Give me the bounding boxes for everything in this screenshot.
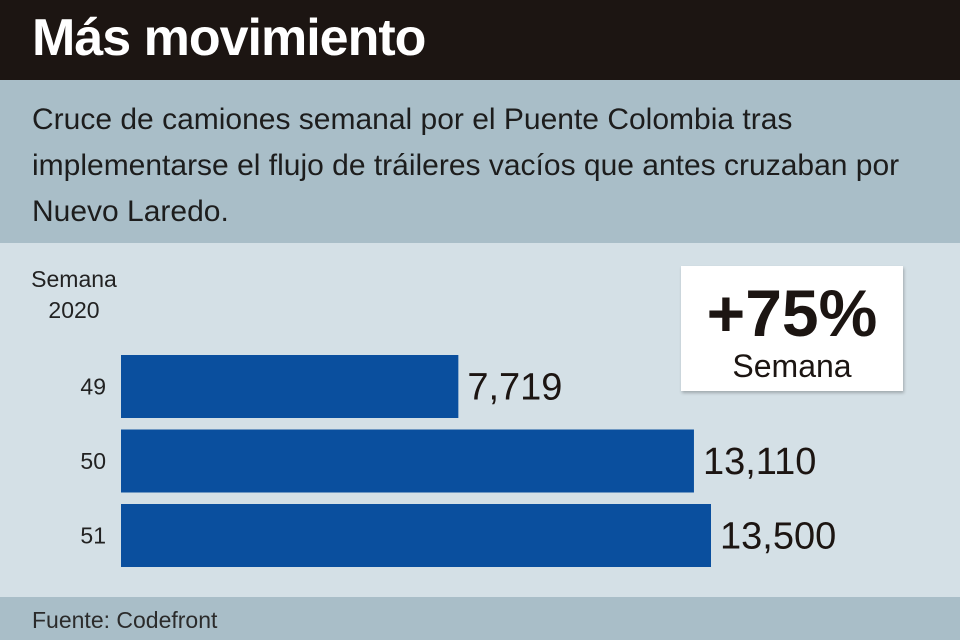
change-callout: +75% Semana (681, 266, 903, 391)
category-label: 50 (80, 448, 106, 474)
value-label: 13,110 (703, 441, 816, 483)
source-note: Fuente: Codefront (32, 607, 218, 633)
header-bar (0, 0, 960, 80)
bar-week-49 (121, 355, 459, 418)
callout-label: Semana (732, 348, 852, 384)
callout-value: +75% (706, 276, 878, 350)
value-label: 13,500 (720, 516, 836, 558)
value-label: 7,719 (467, 367, 562, 409)
chart-subtitle: Cruce de camiones semanal por el Puente … (32, 103, 900, 228)
category-label: 51 (80, 523, 106, 549)
footer-band (0, 597, 960, 640)
bar-week-51 (121, 504, 711, 567)
category-label: 49 (80, 374, 106, 400)
axis-title-line-2: 2020 (48, 297, 100, 323)
subtitle-band (0, 80, 960, 243)
bar-week-50 (121, 429, 694, 493)
axis-title: Semana 2020 (20, 264, 128, 326)
axis-title-line-1: Semana (31, 266, 117, 292)
page-title: Más movimiento (32, 9, 426, 67)
